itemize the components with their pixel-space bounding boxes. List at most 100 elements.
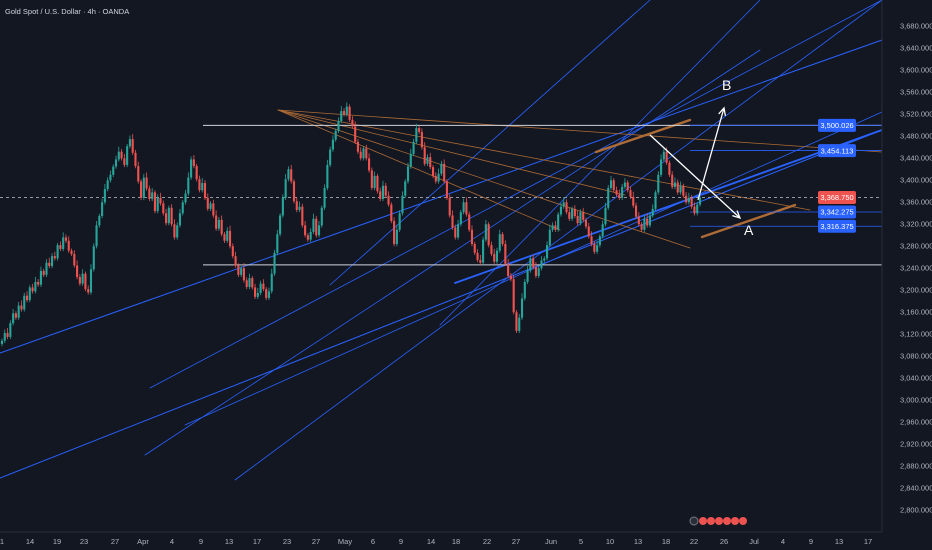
candle-body [548,229,551,246]
price-tick-label: 3,200.000 [900,286,932,295]
candle-body [92,246,95,270]
wave-label-a: A [744,222,754,238]
candle-body [431,167,435,176]
flash-icon[interactable] [689,516,699,526]
fan-line-blue [439,0,761,326]
candle-body [623,182,626,187]
candle-body [331,139,334,150]
candle-body [245,280,248,287]
candle-body [45,262,48,275]
candle-body [295,201,298,210]
fan-line-blue [149,0,883,389]
time-tick-label: 22 [483,537,491,546]
candle-body [3,333,6,341]
candle-body [348,106,351,120]
candle-body [151,192,154,199]
candle-body [73,253,76,266]
fan-line-orange [277,109,626,196]
time-axis[interactable]: 1 14 19 23 27 Apr 4 9 13 17 23 27 May 6 9 14 18 22 27 Jun 5 1… [0,537,872,546]
candle-body [440,163,443,174]
candle-body [379,191,382,199]
candle-body [101,202,104,217]
candle-body [195,166,198,180]
candle-body [607,187,610,208]
candle-body [270,273,273,292]
price-tick-label: 3,080.000 [900,352,932,361]
price-axis-panel[interactable] [882,0,932,532]
candle-body [267,291,271,298]
economic-event-icon[interactable] [723,517,731,525]
price-tick-label: 3,280.000 [900,242,932,251]
candle-body [462,202,465,213]
candle-body [106,180,109,190]
price-tick-label: 3,440.000 [900,154,932,163]
candle-body [131,139,134,153]
candle-body [148,188,151,199]
candle-body [615,190,618,195]
candle-body [370,170,373,188]
candle-body [356,141,360,152]
candle-body [526,270,529,282]
candle-body [637,216,640,225]
wave-label-b: B [722,77,731,93]
candle-body [487,224,490,246]
price-tick-label: 3,480.000 [900,132,932,141]
candle-body [648,215,652,226]
candle-body [551,225,554,230]
candle-body [568,212,571,219]
economic-event-icon[interactable] [715,517,723,525]
candle-body [468,214,471,230]
projection-arrow-b-head [718,106,727,116]
candle-body [217,219,220,229]
time-axis-panel[interactable] [0,532,932,550]
candle-body [537,268,540,276]
candle-body [64,237,68,241]
candle-body [240,268,243,275]
candle-body [212,203,215,216]
price-tick-label: 3,240.000 [900,264,932,273]
price-badge-label: 3,342.275 [820,208,853,217]
fan-line-orange [277,109,561,231]
candle-body [687,197,690,203]
candle-body [571,208,574,219]
price-tick-label: 3,400.000 [900,176,932,185]
candle-body [20,305,23,310]
economic-event-icon[interactable] [699,517,707,525]
candle-body [418,128,421,132]
price-badge-label: 3,500.026 [820,121,853,130]
candle-body [429,157,432,168]
candle-body [376,175,379,192]
event-icons[interactable] [689,516,747,526]
candle-body [167,207,170,224]
candle-body [209,203,212,209]
candle-body [676,182,679,193]
candle-body [309,231,312,240]
candle-body [201,183,204,191]
candle-body [237,265,240,275]
candle-body [593,244,596,252]
price-axis[interactable]: 2,800.000 2,840.000 2,880.000 2,920.000 2,96… [900,22,932,515]
candle-body [70,250,73,254]
economic-event-icon[interactable] [707,517,715,525]
candle-body [220,219,223,235]
time-tick-label: 18 [452,537,460,546]
price-tick-label: 3,160.000 [900,308,932,317]
candle-body [223,234,226,241]
candlestick-series [0,102,702,347]
economic-event-icon[interactable] [739,517,747,525]
price-tick-label: 2,880.000 [900,462,932,471]
price-badges: 3,500.026 3,454.113 3,368.750 3,342.275 3,31… [818,118,856,233]
candle-body [490,245,493,254]
candle-body [262,283,265,290]
economic-event-icon[interactable] [731,517,739,525]
candle-body [668,162,671,175]
annotation-layer [649,106,742,220]
candle-body [554,225,557,230]
candle-body [176,225,179,238]
candle-body [28,287,31,301]
channel-bottom-line [0,129,883,479]
candle-body [673,182,677,187]
candle-body [67,240,70,251]
